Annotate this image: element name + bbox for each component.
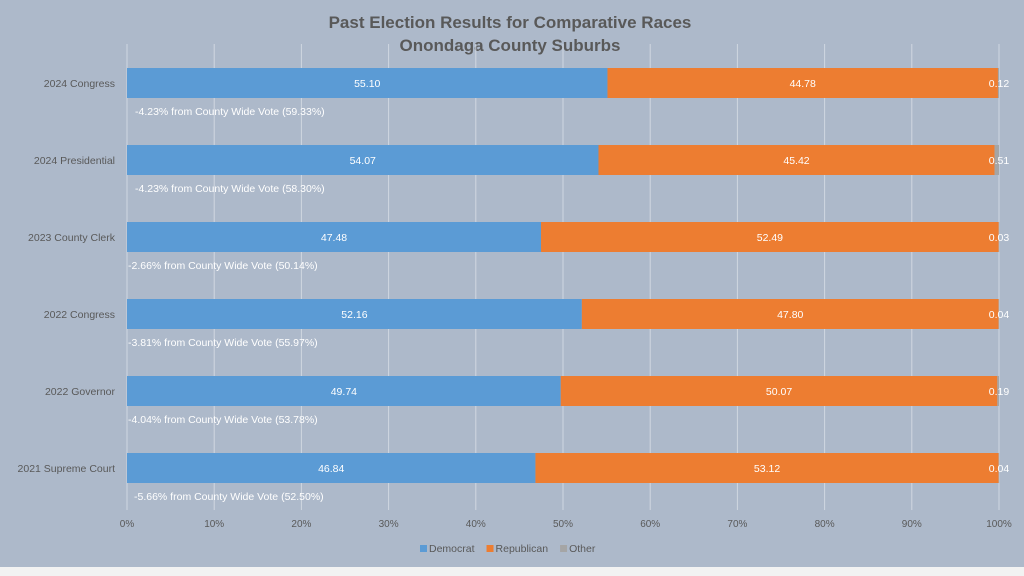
x-tick-label: 40% [466, 519, 486, 530]
category-label: 2022 Governor [45, 386, 116, 398]
chart-subtitle: Onondaga County Suburbs [400, 36, 621, 55]
x-tick-label: 80% [815, 519, 835, 530]
legend-label-other[interactable]: Other [569, 543, 596, 555]
data-label-other: 0.04 [989, 463, 1010, 475]
legend[interactable]: Democrat Republican Other [420, 543, 596, 555]
bar-republican [607, 68, 998, 98]
x-axis-ticks: 0% 10% 20% 30% 40% 50% 60% 70% 80% 90% 100% [120, 519, 1012, 530]
category-label: 2021 Supreme Court [18, 463, 116, 475]
x-tick-label: 10% [204, 519, 224, 530]
data-label-other: 0.04 [989, 309, 1010, 321]
x-tick-label: 30% [379, 519, 399, 530]
bar-other [998, 222, 1000, 252]
data-label-republican: 52.49 [757, 232, 783, 244]
bar-democrat [127, 299, 582, 329]
x-tick-label: 70% [727, 519, 747, 530]
category-labels: 2024 Congress 2024 Presidential 2023 Count… [18, 78, 116, 475]
category-label: 2023 County Clerk [28, 232, 116, 244]
data-label-democrat: 54.07 [350, 155, 376, 167]
annotation: -4.23% from County Wide Vote (59.33%) [135, 106, 325, 118]
bar-other [994, 145, 999, 175]
bar-other [997, 376, 999, 406]
bar-democrat [127, 376, 561, 406]
bar-republican [598, 145, 995, 175]
data-label-other: 0.03 [989, 232, 1010, 244]
data-label-democrat: 52.16 [341, 309, 367, 321]
annotation: -2.66% from County Wide Vote (50.14%) [128, 260, 318, 272]
data-label-democrat: 47.48 [321, 232, 347, 244]
annotation: -3.81% from County Wide Vote (55.97%) [128, 337, 318, 349]
gridlines [126, 44, 1000, 510]
annotation: -4.23% from County Wide Vote (58.30%) [135, 183, 325, 195]
bar-democrat [127, 453, 536, 483]
data-label-republican: 50.07 [766, 386, 792, 398]
bar-republican [541, 222, 999, 252]
data-label-democrat: 46.84 [318, 463, 344, 475]
bar-republican [535, 453, 999, 483]
x-tick-label: 50% [553, 519, 573, 530]
bar-democrat [127, 145, 599, 175]
chart-title: Past Election Results for Comparative Ra… [329, 13, 692, 32]
data-label-other: 0.51 [989, 155, 1010, 167]
data-label-republican: 45.42 [783, 155, 809, 167]
legend-label-republican[interactable]: Republican [496, 543, 549, 555]
x-tick-label: 0% [120, 519, 135, 530]
x-tick-label: 90% [902, 519, 922, 530]
bars: 55.10 44.78 0.12 54.07 45.42 0.51 47.48 52.49 0.… [127, 68, 1009, 483]
bar-democrat [127, 222, 542, 252]
annotations: -4.23% from County Wide Vote (59.33%) -4.… [128, 106, 325, 503]
annotation: -4.04% from County Wide Vote (53.78%) [128, 414, 318, 426]
bar-other [998, 299, 1000, 329]
bar-republican [560, 376, 998, 406]
category-label: 2024 Congress [44, 78, 115, 90]
data-label-republican: 44.78 [790, 78, 816, 90]
bar-other [997, 68, 999, 98]
data-label-democrat: 55.10 [354, 78, 380, 90]
bar-other [998, 453, 1000, 483]
category-label: 2022 Congress [44, 309, 115, 321]
x-tick-label: 20% [291, 519, 311, 530]
legend-label-democrat[interactable]: Democrat [429, 543, 475, 555]
x-tick-label: 60% [640, 519, 660, 530]
bar-democrat [127, 68, 608, 98]
data-label-democrat: 49.74 [331, 386, 357, 398]
data-label-other: 0.19 [989, 386, 1010, 398]
category-label: 2024 Presidential [34, 155, 115, 167]
legend-swatch-other [560, 545, 568, 552]
legend-swatch-republican [486, 545, 494, 552]
bar-republican [581, 299, 999, 329]
annotation: -5.66% from County Wide Vote (52.50%) [134, 491, 324, 503]
legend-swatch-democrat [420, 545, 427, 552]
data-label-other: 0.12 [989, 78, 1010, 90]
data-label-republican: 53.12 [754, 463, 780, 475]
x-tick-label: 100% [986, 519, 1012, 530]
data-label-republican: 47.80 [777, 309, 803, 321]
